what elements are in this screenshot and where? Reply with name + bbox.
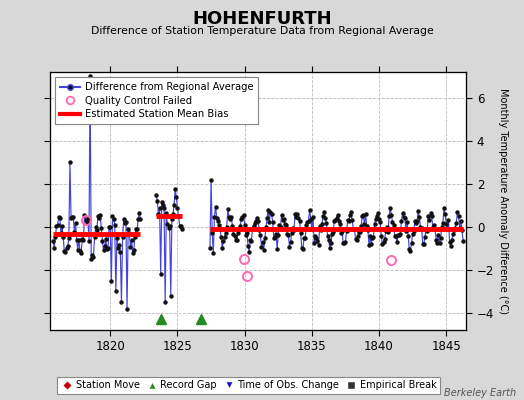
Text: Difference of Station Temperature Data from Regional Average: Difference of Station Temperature Data f… [91,26,433,36]
Text: HOHENFURTH: HOHENFURTH [192,10,332,28]
Legend: Station Move, Record Gap, Time of Obs. Change, Empirical Break: Station Move, Record Gap, Time of Obs. C… [58,376,440,394]
Text: Berkeley Earth: Berkeley Earth [444,388,516,398]
Legend: Difference from Regional Average, Quality Control Failed, Estimated Station Mean: Difference from Regional Average, Qualit… [55,77,258,124]
Y-axis label: Monthly Temperature Anomaly Difference (°C): Monthly Temperature Anomaly Difference (… [498,88,508,314]
